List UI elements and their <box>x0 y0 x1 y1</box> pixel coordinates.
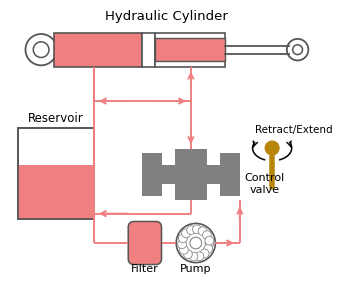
Bar <box>175 149 207 200</box>
Circle shape <box>178 234 187 243</box>
Circle shape <box>204 244 212 253</box>
Bar <box>142 165 240 184</box>
Circle shape <box>190 237 202 249</box>
Circle shape <box>184 250 192 259</box>
Bar <box>18 165 94 218</box>
Bar <box>142 32 155 67</box>
Bar <box>220 153 240 196</box>
Circle shape <box>205 236 214 245</box>
Circle shape <box>200 249 209 258</box>
Bar <box>54 32 142 67</box>
Circle shape <box>198 227 207 236</box>
Circle shape <box>192 225 201 234</box>
Circle shape <box>189 252 198 261</box>
Circle shape <box>187 226 196 235</box>
FancyBboxPatch shape <box>128 221 162 265</box>
Text: Control
valve: Control valve <box>244 173 285 195</box>
Bar <box>18 128 94 218</box>
Circle shape <box>178 240 187 249</box>
Circle shape <box>180 245 188 254</box>
Circle shape <box>182 229 190 238</box>
Circle shape <box>176 224 215 262</box>
Bar <box>142 153 162 196</box>
Text: Retract/Extend: Retract/Extend <box>255 125 333 135</box>
Circle shape <box>195 252 204 261</box>
Circle shape <box>205 238 214 247</box>
Text: Hydraulic Cylinder: Hydraulic Cylinder <box>105 11 228 23</box>
Bar <box>155 38 225 61</box>
Circle shape <box>203 231 211 239</box>
Text: Filter: Filter <box>131 264 159 274</box>
Bar <box>18 128 94 218</box>
Bar <box>155 32 225 67</box>
Text: Pump: Pump <box>180 264 211 274</box>
Text: Reservoir: Reservoir <box>28 112 84 125</box>
Circle shape <box>265 141 279 155</box>
